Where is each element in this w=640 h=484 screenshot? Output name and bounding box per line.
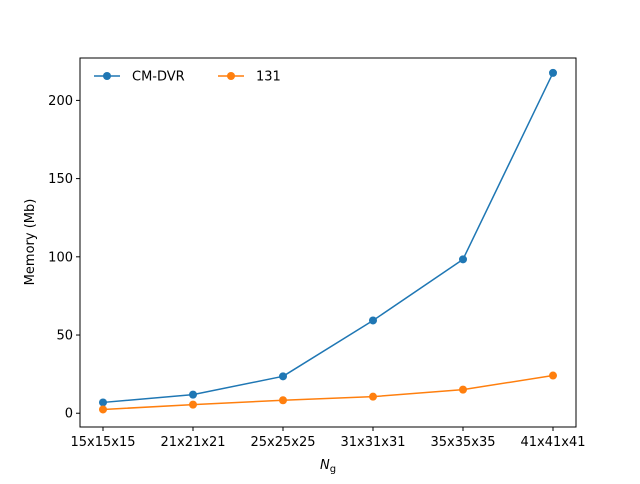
- y-axis-label: Memory (Mb): [23, 199, 38, 286]
- series-1-point: [549, 68, 557, 77]
- y-tick-label: 150: [48, 172, 73, 187]
- y-tick-label: 100: [48, 250, 73, 265]
- series-2-point: [459, 385, 467, 394]
- series-2-point: [549, 371, 557, 380]
- legend-marker-1: [103, 72, 111, 80]
- x-tick-label: 35x35x35: [430, 435, 495, 450]
- legend-label-2: 131: [256, 70, 281, 85]
- x-tick-label: 31x31x31: [340, 435, 405, 450]
- series-2-point: [369, 392, 377, 401]
- series-line-1: [102, 72, 554, 404]
- plot-area-frame: [79, 57, 577, 428]
- series-line-2: [102, 374, 554, 411]
- series-2-point: [189, 400, 197, 409]
- x-axis-label: Ng: [320, 458, 336, 475]
- x-axis-label-sub: g: [330, 464, 336, 475]
- legend-marker-2: [227, 72, 235, 80]
- series-1-point: [369, 316, 377, 325]
- series-1-point: [279, 372, 287, 381]
- series-1-point: [459, 255, 467, 264]
- series-1-point: [99, 398, 107, 407]
- x-tick-label: 21x21x21: [160, 435, 225, 450]
- y-tick-label: 50: [56, 329, 73, 344]
- legend: CM-DVR 131: [94, 70, 281, 85]
- y-tick-label: 200: [48, 94, 73, 109]
- y-tick-label: 0: [65, 407, 73, 422]
- x-axis-label-main: N: [320, 458, 330, 473]
- x-tick-label: 25x25x25: [250, 435, 315, 450]
- x-tick-label: 15x15x15: [70, 435, 135, 450]
- series-1-point: [189, 390, 197, 399]
- series-2-point: [279, 396, 287, 405]
- legend-label-1: CM-DVR: [132, 70, 185, 85]
- x-tick-label: 41x41x41: [520, 435, 585, 450]
- series-2-point: [99, 405, 107, 414]
